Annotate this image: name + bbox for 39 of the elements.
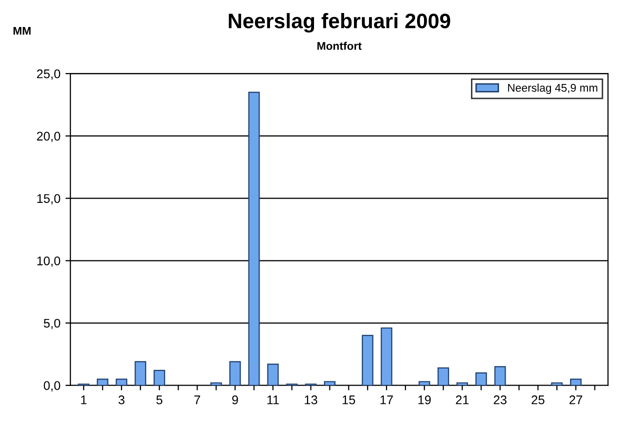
bar (324, 381, 336, 386)
x-tick-label: 21 (456, 395, 469, 404)
x-tick-label: 7 (194, 396, 200, 404)
x-tick-label: 17 (380, 396, 393, 404)
x-tick-label: 13 (304, 395, 318, 404)
bar (154, 370, 166, 386)
bar (475, 372, 487, 386)
y-tick-label: 25,0 (36, 69, 60, 80)
x-tick-label: 25 (532, 395, 544, 404)
bar (267, 364, 279, 386)
bar (570, 378, 582, 386)
bar (418, 381, 430, 386)
bar (134, 361, 146, 386)
bar (362, 334, 374, 386)
bar (438, 367, 450, 386)
x-tick-label: 23 (494, 395, 507, 404)
bar (494, 366, 506, 386)
legend-label: Neerslag 45,9 mm (508, 84, 598, 94)
x-tick-label: 19 (418, 395, 431, 404)
y-tick-label: 20,0 (36, 132, 60, 142)
x-tick-label: 11 (267, 396, 279, 404)
x-tick-label: 27 (569, 395, 582, 404)
y-tick-label: 0,0 (44, 381, 60, 392)
y-axis-title: MM (14, 26, 31, 35)
bar (96, 378, 108, 386)
y-tick-label: 10,0 (37, 256, 60, 267)
x-tick-label: 9 (232, 395, 238, 404)
chart-subtitle: Montfort (317, 42, 362, 50)
bar (248, 92, 260, 386)
x-tick-label: 1 (81, 396, 87, 404)
bar (229, 361, 241, 386)
y-tick-label: 15,0 (37, 194, 60, 204)
chart-title: Neerslag februari 2009 (228, 13, 450, 33)
x-tick-label: 5 (156, 396, 162, 404)
bar (380, 327, 392, 386)
x-tick-label: 3 (118, 395, 124, 404)
x-tick-label: 15 (342, 396, 356, 404)
bar (116, 378, 128, 386)
y-tick-label: 5,0 (44, 318, 60, 330)
